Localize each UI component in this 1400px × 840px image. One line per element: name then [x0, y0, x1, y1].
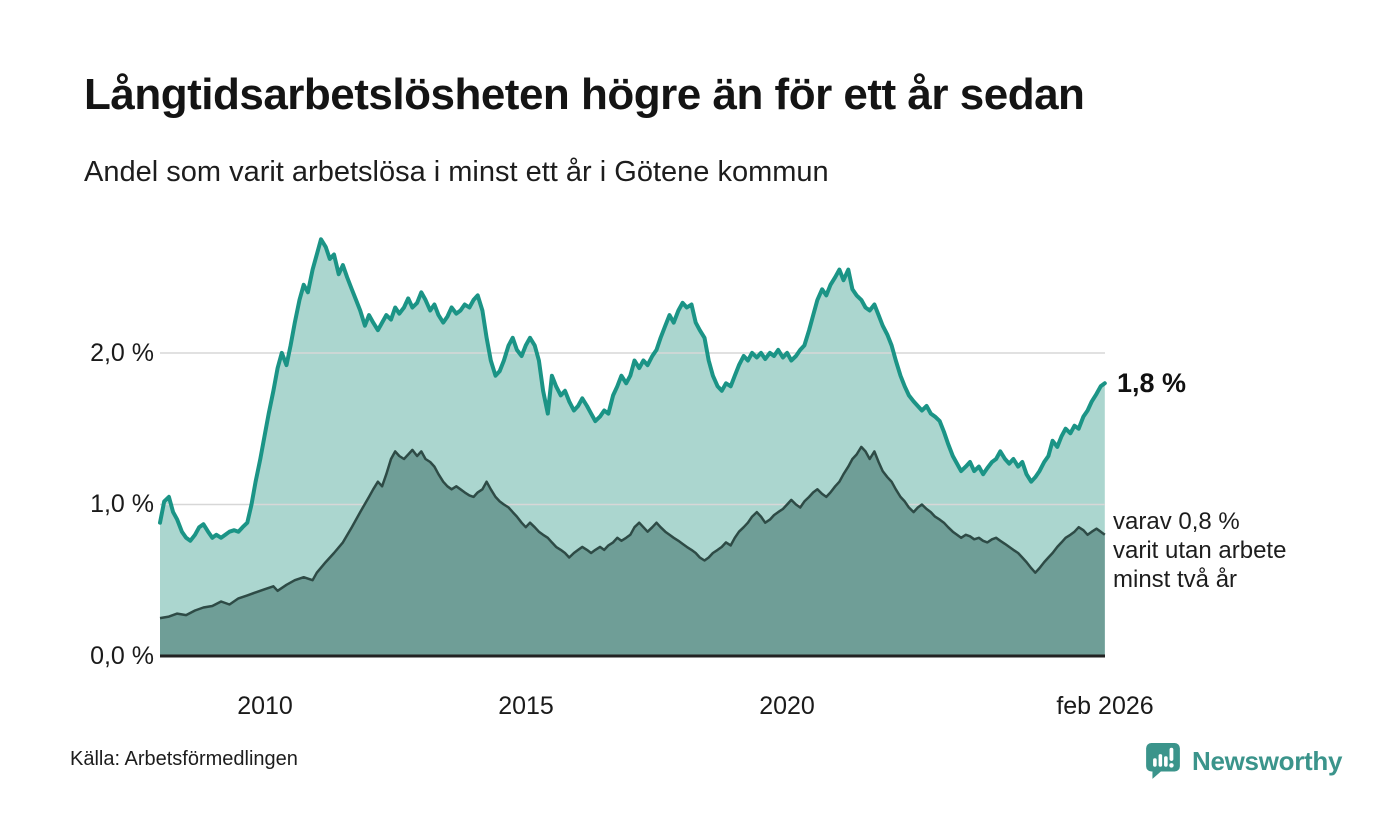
y-tick-label-1: 1,0 % [90, 490, 154, 519]
newsworthy-wordmark: Newsworthy [1192, 746, 1343, 776]
page-subtitle: Andel som varit arbetslösa i minst ett å… [84, 156, 829, 188]
x-tick-label-2020: 2020 [759, 692, 815, 720]
x-tick-label-feb-2026: feb 2026 [1056, 692, 1154, 720]
annotation-two-year-line2: varit utan arbete [1113, 537, 1287, 564]
y-tick-label-0: 0,0 % [90, 642, 154, 670]
annotation-two-year-note: varav 0,8 % varit utan arbete minst två … [1113, 507, 1286, 594]
area-two-years [160, 446, 1105, 656]
x-tick-label-2010: 2010 [237, 692, 293, 720]
source-credit: Källa: Arbetsförmedlingen [70, 748, 298, 770]
newsworthy-icon [1146, 743, 1180, 779]
annotation-latest-value: 1,8 % [1117, 368, 1187, 398]
page-title: Långtidsarbetslösheten högre än för ett … [84, 70, 1085, 119]
line-one-year [158, 237, 1107, 543]
line-two-years [159, 445, 1106, 620]
annotation-two-year-line1: varav 0,8 % [1113, 508, 1240, 535]
annotation-two-year-line3: minst två år [1113, 566, 1238, 593]
x-tick-label-2015: 2015 [498, 692, 554, 720]
y-tick-label-2: 2,0 % [90, 338, 154, 367]
newsworthy-logo: Newsworthy [1144, 740, 1342, 786]
